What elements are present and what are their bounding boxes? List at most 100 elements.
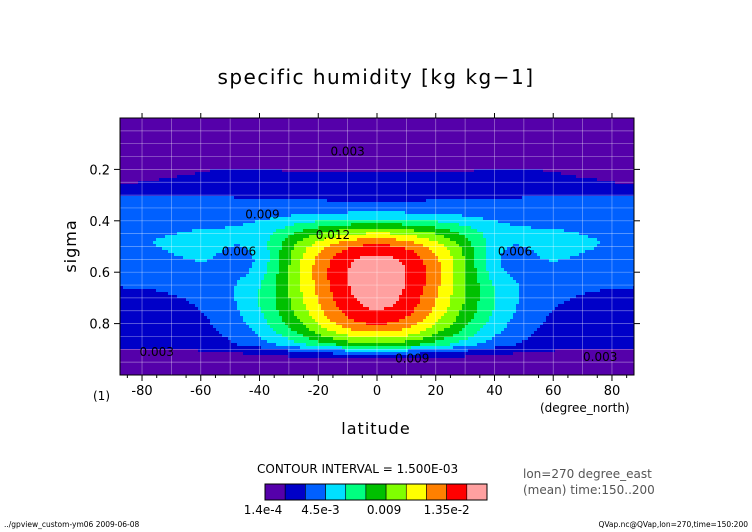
field-cell bbox=[351, 187, 355, 191]
field-cell bbox=[591, 190, 595, 194]
field-cell bbox=[384, 175, 388, 179]
field-cell bbox=[198, 136, 202, 140]
field-cell bbox=[537, 196, 541, 200]
field-cell bbox=[237, 196, 241, 200]
field-cell bbox=[363, 190, 367, 194]
field-cell bbox=[270, 199, 274, 203]
field-cell bbox=[324, 181, 328, 185]
field-cell bbox=[300, 181, 304, 185]
field-cell bbox=[552, 190, 556, 194]
field-cell bbox=[486, 151, 490, 155]
field-cell bbox=[237, 169, 241, 173]
field-cell bbox=[525, 154, 529, 158]
field-cell bbox=[453, 142, 457, 146]
field-cell bbox=[405, 139, 409, 143]
field-cell bbox=[156, 160, 160, 164]
field-cell bbox=[441, 160, 445, 164]
field-cell bbox=[615, 193, 619, 197]
field-cell bbox=[213, 127, 217, 131]
field-cell bbox=[552, 157, 556, 161]
field-cell bbox=[270, 196, 274, 200]
field-cell bbox=[414, 190, 418, 194]
field-cell bbox=[156, 202, 160, 206]
field-cell bbox=[255, 154, 259, 158]
field-cell bbox=[624, 202, 628, 206]
field-cell bbox=[591, 202, 595, 206]
field-cell bbox=[627, 199, 631, 203]
field-cell bbox=[612, 145, 616, 149]
field-cell bbox=[165, 202, 169, 206]
field-cell bbox=[558, 169, 562, 173]
field-cell bbox=[393, 139, 397, 143]
field-cell bbox=[501, 157, 505, 161]
field-cell bbox=[372, 157, 376, 161]
field-cell bbox=[204, 145, 208, 149]
field-cell bbox=[138, 181, 142, 185]
field-cell bbox=[210, 190, 214, 194]
field-cell bbox=[465, 154, 469, 158]
field-cell bbox=[297, 121, 301, 125]
field-cell bbox=[273, 178, 277, 182]
field-cell bbox=[537, 181, 541, 185]
field-cell bbox=[549, 178, 553, 182]
field-cell bbox=[249, 139, 253, 143]
field-cell bbox=[126, 139, 130, 143]
field-cell bbox=[318, 160, 322, 164]
field-cell bbox=[300, 118, 304, 122]
field-cell bbox=[585, 181, 589, 185]
field-cell bbox=[312, 157, 316, 161]
field-cell bbox=[399, 127, 403, 131]
field-cell bbox=[420, 139, 424, 143]
field-cell bbox=[186, 154, 190, 158]
field-cell bbox=[405, 154, 409, 158]
field-cell bbox=[402, 139, 406, 143]
field-cell bbox=[561, 172, 565, 176]
field-cell bbox=[183, 139, 187, 143]
field-cell bbox=[504, 154, 508, 158]
field-cell bbox=[573, 139, 577, 143]
field-cell bbox=[603, 121, 607, 125]
field-cell bbox=[231, 196, 235, 200]
field-cell bbox=[333, 187, 337, 191]
field-cell bbox=[312, 121, 316, 125]
field-cell bbox=[573, 199, 577, 203]
field-cell bbox=[201, 154, 205, 158]
field-cell bbox=[150, 139, 154, 143]
field-cell bbox=[489, 160, 493, 164]
field-cell bbox=[435, 133, 439, 137]
field-cell bbox=[519, 148, 523, 152]
field-cell bbox=[426, 184, 430, 188]
field-cell bbox=[378, 118, 382, 122]
field-cell bbox=[426, 136, 430, 140]
field-cell bbox=[249, 118, 253, 122]
field-cell bbox=[186, 181, 190, 185]
field-cell bbox=[498, 124, 502, 128]
field-cell bbox=[504, 187, 508, 191]
field-cell bbox=[234, 130, 238, 134]
field-cell bbox=[213, 172, 217, 176]
field-cell bbox=[192, 178, 196, 182]
field-cell bbox=[150, 151, 154, 155]
field-cell bbox=[423, 178, 427, 182]
field-cell bbox=[237, 184, 241, 188]
field-cell bbox=[375, 166, 379, 170]
field-cell bbox=[333, 148, 337, 152]
field-cell bbox=[129, 133, 133, 137]
field-cell bbox=[270, 148, 274, 152]
field-cell bbox=[561, 121, 565, 125]
field-cell bbox=[429, 175, 433, 179]
field-cell bbox=[402, 151, 406, 155]
field-cell bbox=[453, 139, 457, 143]
field-cell bbox=[252, 133, 256, 137]
field-cell bbox=[171, 127, 175, 131]
field-cell bbox=[159, 172, 163, 176]
field-cell bbox=[546, 193, 550, 197]
field-cell bbox=[567, 166, 571, 170]
field-cell bbox=[585, 139, 589, 143]
field-cell bbox=[402, 178, 406, 182]
field-cell bbox=[615, 169, 619, 173]
field-cell bbox=[603, 166, 607, 170]
field-cell bbox=[210, 118, 214, 122]
field-cell bbox=[423, 139, 427, 143]
field-cell bbox=[546, 190, 550, 194]
